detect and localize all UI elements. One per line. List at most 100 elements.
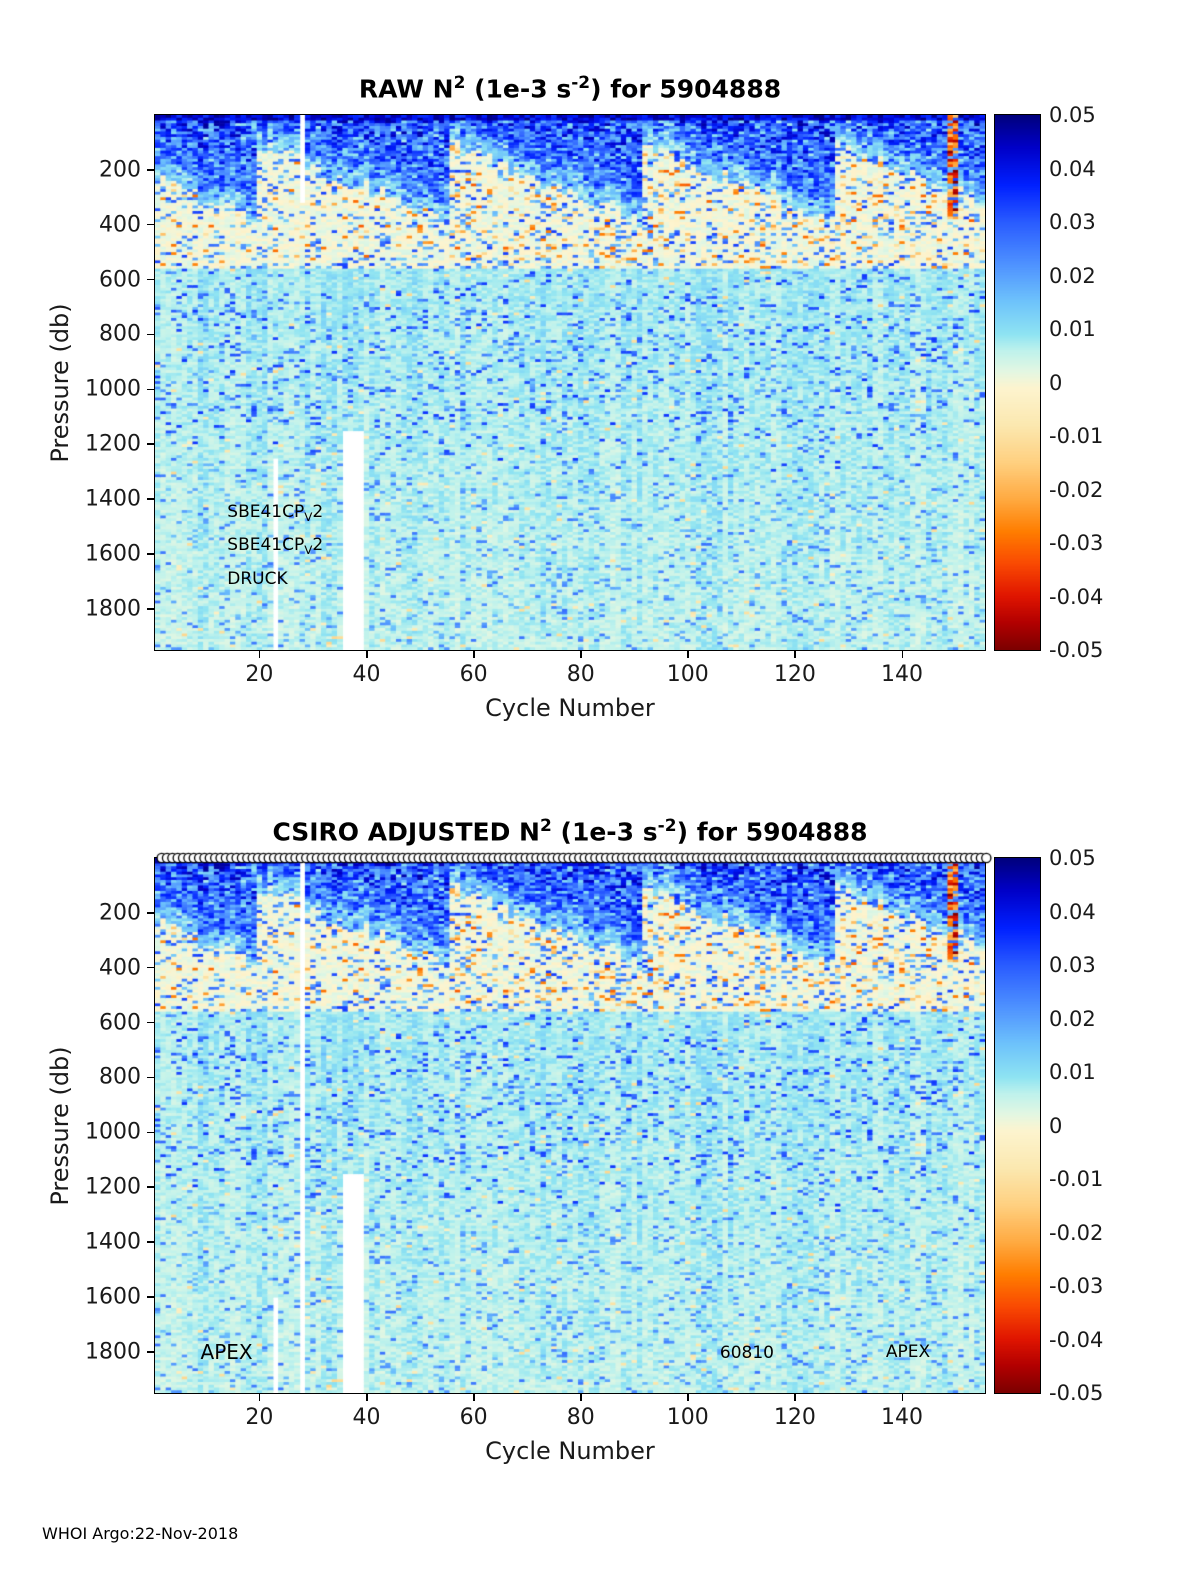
y-axis-label: Pressure (db) [46,1045,74,1206]
x-tick-mark [473,1394,475,1401]
panel-title-raw: RAW N2 (1e-3 s-2) for 5904888 [358,73,782,104]
colorbar-tick-label: -0.04 [1049,584,1104,609]
x-tick-mark [794,651,796,658]
colorbar-tick-label: -0.03 [1049,531,1104,555]
x-tick-label: 100 [666,662,709,687]
x-tick-mark [794,1394,796,1401]
y-tick-label: 1400 [85,1229,141,1255]
annotation: APEX [200,1339,253,1364]
x-tick-mark [580,1394,582,1401]
x-axis-label: Cycle Number [485,694,655,722]
colorbar-tick-label: 0.02 [1049,1006,1096,1031]
y-tick-label: 1800 [85,596,141,622]
y-tick-mark [147,1186,154,1188]
y-tick-mark [147,608,154,610]
y-tick-mark [147,1296,154,1298]
x-tick-label: 140 [881,1405,923,1430]
x-tick-label: 120 [773,1405,816,1430]
y-tick-mark [147,1021,154,1024]
y-tick-mark [147,1076,154,1079]
colorbar-tick-label: 0.01 [1049,1060,1096,1084]
x-axis-label: Cycle Number [485,1437,655,1465]
x-tick-label: 80 [566,1405,595,1430]
annotation: 60810 [719,1343,775,1364]
colorbar-gradient [995,115,1040,650]
colorbar-tick-label: -0.04 [1049,1327,1104,1352]
colorbar-tick-label: -0.02 [1049,1220,1104,1245]
heatmap-plot-raw [154,114,986,651]
y-tick-mark [147,966,154,969]
colorbar-tick-label: -0.01 [1049,1167,1104,1191]
cycle-marker-circles [155,849,993,867]
y-tick-mark [147,443,154,445]
annotation: DRUCK [227,569,288,590]
x-tick-mark [366,1394,368,1401]
x-tick-mark [580,651,582,658]
x-tick-mark [366,651,368,658]
annotation: SBE41CPV2 [227,535,324,558]
colorbar-tick-label: -0.03 [1049,1274,1104,1298]
y-tick-mark [147,1131,154,1134]
y-tick-label: 1400 [85,486,141,512]
x-tick-label: 100 [666,1405,709,1430]
x-tick-mark [687,1394,689,1401]
heatmap-canvas-adjusted [155,858,985,1393]
annotation: SBE41CPV2 [227,501,324,525]
colorbar-tick-label: 0.05 [1049,103,1096,127]
x-tick-mark [473,651,475,658]
x-tick-mark [901,651,903,658]
y-tick-mark [147,553,154,555]
y-tick-mark [147,169,154,171]
y-tick-label: 600 [99,267,141,293]
colorbar-tick-label: 0.02 [1049,263,1096,288]
y-tick-label: 1600 [85,1284,141,1310]
colorbar-tick-label: 0.05 [1049,846,1096,870]
y-tick-mark [147,912,154,914]
x-tick-label: 40 [352,1405,381,1430]
x-tick-label: 60 [459,662,488,687]
colorbar-tick-label: -0.02 [1049,477,1104,502]
y-tick-label: 200 [99,900,141,926]
y-tick-label: 800 [99,321,141,347]
x-tick-label: 140 [881,662,923,687]
panel-title-adjusted: CSIRO ADJUSTED N2 (1e-3 s-2) for 5904888 [272,816,868,847]
x-tick-label: 80 [566,662,595,687]
y-tick-mark [147,278,154,281]
x-tick-label: 40 [352,662,381,687]
heatmap-canvas-raw [155,115,985,650]
y-tick-label: 1600 [85,541,141,567]
annotation: APEX [885,1341,931,1362]
x-tick-label: 60 [459,1405,488,1430]
y-tick-mark [147,388,154,391]
y-tick-mark [147,1241,154,1243]
figure-footer: WHOI Argo:22-Nov-2018 [42,1524,239,1543]
y-tick-label: 800 [99,1064,141,1090]
x-tick-mark [258,651,261,658]
y-tick-mark [147,1351,154,1353]
colorbar-tick-label: 0.01 [1049,317,1096,341]
y-tick-mark [147,333,154,336]
y-tick-label: 200 [99,157,141,183]
y-tick-label: 1200 [85,1174,141,1200]
heatmap-plot-adjusted [154,849,993,1394]
colorbar-raw [994,114,1041,651]
y-tick-label: 400 [99,212,141,238]
y-tick-label: 1800 [85,1339,141,1365]
colorbar-tick-label: 0 [1049,370,1063,395]
x-tick-mark [258,1394,261,1401]
colorbar-adjusted [994,857,1041,1394]
y-tick-mark [147,223,154,226]
colorbar-tick-label: 0 [1049,1113,1063,1138]
colorbar-tick-label: 0.03 [1049,210,1096,234]
y-axis-label: Pressure (db) [46,302,74,463]
y-tick-label: 1200 [85,431,141,457]
y-tick-label: 1000 [85,1119,141,1145]
colorbar-tick-label: -0.05 [1049,1381,1104,1405]
x-tick-mark [901,1394,903,1401]
colorbar-gradient [995,858,1040,1393]
colorbar-tick-label: 0.04 [1049,156,1096,181]
y-tick-label: 600 [99,1010,141,1036]
y-tick-label: 400 [99,955,141,981]
colorbar-tick-label: -0.05 [1049,638,1104,662]
colorbar-tick-label: -0.01 [1049,424,1104,448]
